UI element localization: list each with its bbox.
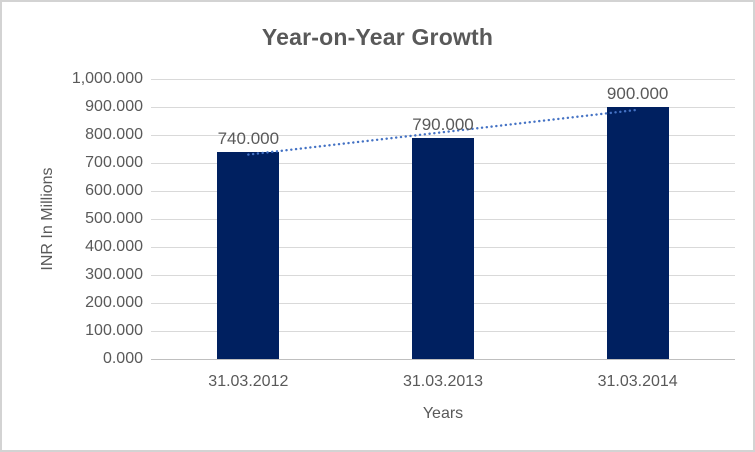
y-axis-tick-label: 0.000 [102, 350, 143, 367]
bar-31.03.2013 [412, 137, 474, 359]
bar-31.03.2012 [217, 151, 280, 359]
trendline [247, 108, 639, 156]
x-axis-tick-label: 31.03.2014 [597, 373, 678, 390]
y-axis-tick-label: 400.000 [85, 238, 143, 255]
x-axis-title: Years [422, 405, 464, 422]
gridline [151, 79, 735, 80]
bar-31.03.2014 [606, 107, 669, 359]
trendline-path [247, 108, 639, 156]
y-axis-tick-label: 200.000 [85, 294, 143, 311]
y-axis-tick-label: 300.000 [85, 266, 143, 283]
data-label: 790.000 [412, 114, 474, 134]
y-axis-tick-label: 900.000 [85, 98, 143, 115]
data-label: 900.000 [606, 84, 669, 103]
plot-area [151, 79, 735, 360]
gridline [151, 135, 735, 136]
gridline [151, 107, 735, 108]
x-axis-line [151, 359, 735, 360]
y-axis-tick-label: 500.000 [85, 210, 143, 227]
y-axis-tick-label: 600.000 [85, 182, 143, 199]
x-axis-tick-label: 31.03.2013 [402, 373, 484, 390]
y-axis-tick-label: 800.000 [85, 126, 143, 143]
chart-title: Year-on-Year Growth [261, 24, 494, 50]
y-axis-tick-label: 700.000 [85, 154, 143, 171]
y-axis-tick-label: 100.000 [85, 322, 143, 339]
data-label: 740.000 [217, 128, 280, 148]
x-axis-tick-label: 31.03.2012 [208, 373, 289, 390]
y-axis-tick-label: 1,000.000 [71, 70, 143, 87]
